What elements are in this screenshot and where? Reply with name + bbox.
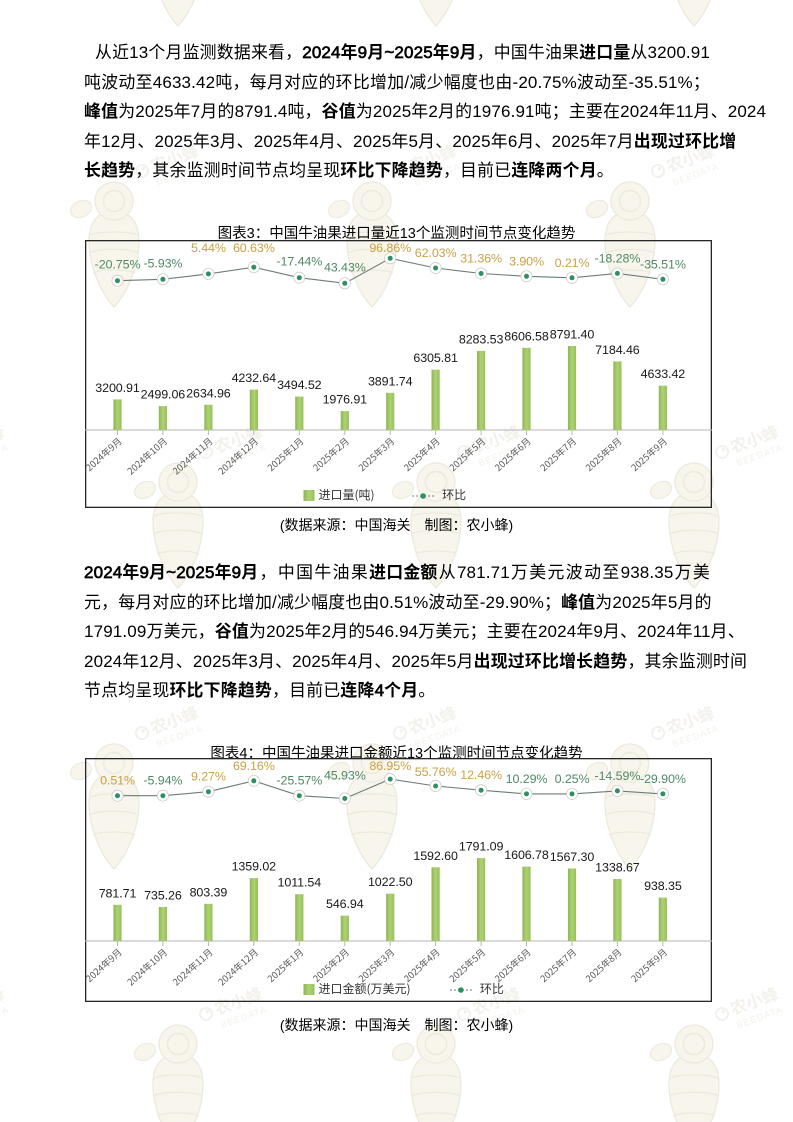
svg-text:1791.09: 1791.09 bbox=[459, 840, 504, 854]
svg-text:1338.67: 1338.67 bbox=[595, 861, 640, 875]
svg-text:1022.50: 1022.50 bbox=[368, 875, 413, 889]
svg-text:1592.60: 1592.60 bbox=[413, 849, 458, 863]
svg-text:55.76%: 55.76% bbox=[415, 765, 457, 779]
svg-text:8283.53: 8283.53 bbox=[459, 332, 504, 346]
svg-text:3494.52: 3494.52 bbox=[277, 378, 322, 392]
svg-text:1567.30: 1567.30 bbox=[550, 850, 595, 864]
svg-text:进口金额(万美元): 进口金额(万美元) bbox=[319, 980, 411, 997]
svg-text:-18.28%: -18.28% bbox=[594, 251, 640, 265]
svg-text:2634.96: 2634.96 bbox=[186, 386, 231, 400]
svg-text:62.03%: 62.03% bbox=[415, 246, 457, 260]
svg-text:7184.46: 7184.46 bbox=[595, 343, 640, 357]
svg-text:546.94: 546.94 bbox=[326, 897, 364, 911]
svg-text:1359.02: 1359.02 bbox=[232, 860, 277, 874]
svg-text:2024年11月: 2024年11月 bbox=[169, 945, 215, 989]
svg-text:-5.93%: -5.93% bbox=[143, 256, 182, 270]
svg-text:0.51%: 0.51% bbox=[100, 774, 135, 788]
svg-text:2025年2月: 2025年2月 bbox=[309, 945, 351, 985]
svg-text:4232.64: 4232.64 bbox=[232, 371, 277, 385]
svg-text:2025年5月: 2025年5月 bbox=[446, 945, 488, 985]
svg-text:2024年9月: 2024年9月 bbox=[82, 434, 124, 474]
svg-text:96.86%: 96.86% bbox=[369, 241, 411, 255]
svg-text:-5.94%: -5.94% bbox=[143, 774, 182, 788]
svg-text:0.21%: 0.21% bbox=[555, 256, 590, 270]
svg-text:-20.75%: -20.75% bbox=[95, 258, 141, 272]
svg-text:2024年11月: 2024年11月 bbox=[169, 434, 215, 478]
svg-text:环比: 环比 bbox=[480, 980, 504, 997]
svg-text:-14.59%: -14.59% bbox=[594, 769, 640, 783]
svg-text:2025年4月: 2025年4月 bbox=[400, 434, 442, 474]
svg-text:2025年3月: 2025年3月 bbox=[355, 434, 397, 474]
svg-text:-25.57%: -25.57% bbox=[276, 774, 322, 788]
svg-text:10.29%: 10.29% bbox=[506, 772, 548, 786]
svg-text:2025年1月: 2025年1月 bbox=[264, 434, 306, 474]
svg-text:2024年12月: 2024年12月 bbox=[215, 434, 261, 478]
svg-text:2024年9月: 2024年9月 bbox=[82, 945, 124, 985]
svg-text:2025年7月: 2025年7月 bbox=[537, 434, 579, 474]
svg-text:2024年10月: 2024年10月 bbox=[124, 945, 170, 989]
svg-text:2025年9月: 2025年9月 bbox=[628, 434, 670, 474]
svg-text:2025年2月: 2025年2月 bbox=[309, 434, 351, 474]
svg-text:12.46%: 12.46% bbox=[460, 768, 502, 782]
svg-text:5.44%: 5.44% bbox=[191, 241, 226, 255]
svg-text:8791.40: 8791.40 bbox=[550, 328, 595, 342]
svg-text:4633.42: 4633.42 bbox=[641, 367, 686, 381]
svg-text:69.16%: 69.16% bbox=[233, 759, 275, 773]
svg-text:9.27%: 9.27% bbox=[191, 770, 226, 784]
svg-text:2025年4月: 2025年4月 bbox=[400, 945, 442, 985]
svg-text:45.93%: 45.93% bbox=[324, 769, 366, 783]
svg-text:2499.06: 2499.06 bbox=[141, 388, 186, 402]
svg-text:3200.91: 3200.91 bbox=[95, 381, 140, 395]
svg-text:31.36%: 31.36% bbox=[460, 252, 502, 266]
svg-text:2024年10月: 2024年10月 bbox=[124, 434, 170, 478]
svg-text:781.71: 781.71 bbox=[99, 886, 137, 900]
svg-text:43.43%: 43.43% bbox=[324, 260, 366, 274]
svg-text:2025年6月: 2025年6月 bbox=[491, 434, 533, 474]
svg-text:60.63%: 60.63% bbox=[233, 241, 275, 255]
svg-text:2025年6月: 2025年6月 bbox=[491, 945, 533, 985]
svg-text:2025年1月: 2025年1月 bbox=[264, 945, 306, 985]
svg-text:3.90%: 3.90% bbox=[509, 254, 544, 268]
svg-text:86.95%: 86.95% bbox=[369, 759, 411, 773]
svg-text:0.25%: 0.25% bbox=[555, 772, 590, 786]
svg-text:6305.81: 6305.81 bbox=[413, 351, 458, 365]
svg-text:2025年3月: 2025年3月 bbox=[355, 945, 397, 985]
svg-text:2025年8月: 2025年8月 bbox=[582, 434, 624, 474]
svg-text:2025年8月: 2025年8月 bbox=[582, 945, 624, 985]
svg-text:2025年7月: 2025年7月 bbox=[537, 945, 579, 985]
svg-text:1976.91: 1976.91 bbox=[323, 393, 368, 407]
svg-text:进口量(吨): 进口量(吨) bbox=[319, 486, 375, 503]
svg-text:2024年12月: 2024年12月 bbox=[215, 945, 261, 989]
svg-text:735.26: 735.26 bbox=[144, 889, 182, 903]
svg-text:环比: 环比 bbox=[442, 486, 466, 503]
svg-text:3891.74: 3891.74 bbox=[368, 374, 413, 388]
svg-text:-35.51%: -35.51% bbox=[640, 257, 686, 271]
svg-text:1606.78: 1606.78 bbox=[504, 848, 549, 862]
svg-text:803.39: 803.39 bbox=[190, 885, 228, 899]
svg-text:1011.54: 1011.54 bbox=[278, 876, 322, 890]
svg-text:2025年9月: 2025年9月 bbox=[628, 945, 670, 985]
svg-text:938.35: 938.35 bbox=[644, 879, 682, 893]
svg-text:-29.90%: -29.90% bbox=[640, 772, 686, 786]
svg-text:-17.44%: -17.44% bbox=[276, 255, 322, 269]
svg-text:8606.58: 8606.58 bbox=[504, 329, 549, 343]
svg-text:2025年5月: 2025年5月 bbox=[446, 434, 488, 474]
